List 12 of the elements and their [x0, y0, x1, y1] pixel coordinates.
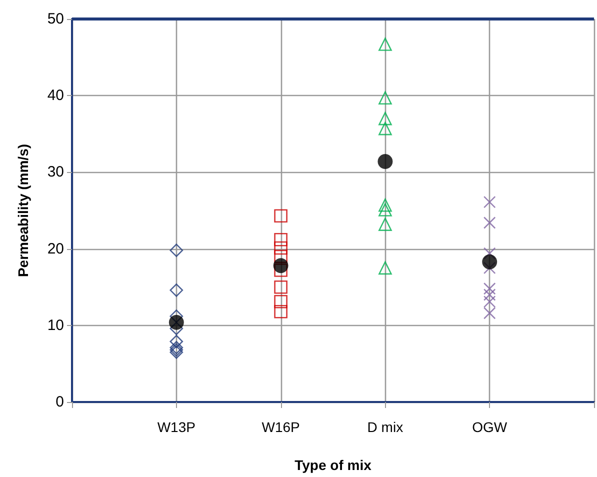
y-tick-label: 30 — [47, 164, 64, 181]
x-tick-label: OGW — [472, 419, 508, 435]
y-tick-label: 50 — [47, 10, 64, 28]
y-tick-label: 20 — [47, 240, 64, 258]
x-tick-label: D mix — [367, 419, 404, 435]
y-tick-label: 40 — [47, 87, 64, 104]
y-axis-title: Permeability (mm/s) — [15, 144, 31, 278]
y-tick-label: 0 — [56, 394, 64, 410]
x-tick-label: W13P — [157, 419, 196, 435]
x-tick-label: W16P — [262, 419, 300, 435]
x-axis-title: Type of mix — [294, 457, 372, 473]
y-tick-label: 10 — [47, 316, 64, 334]
